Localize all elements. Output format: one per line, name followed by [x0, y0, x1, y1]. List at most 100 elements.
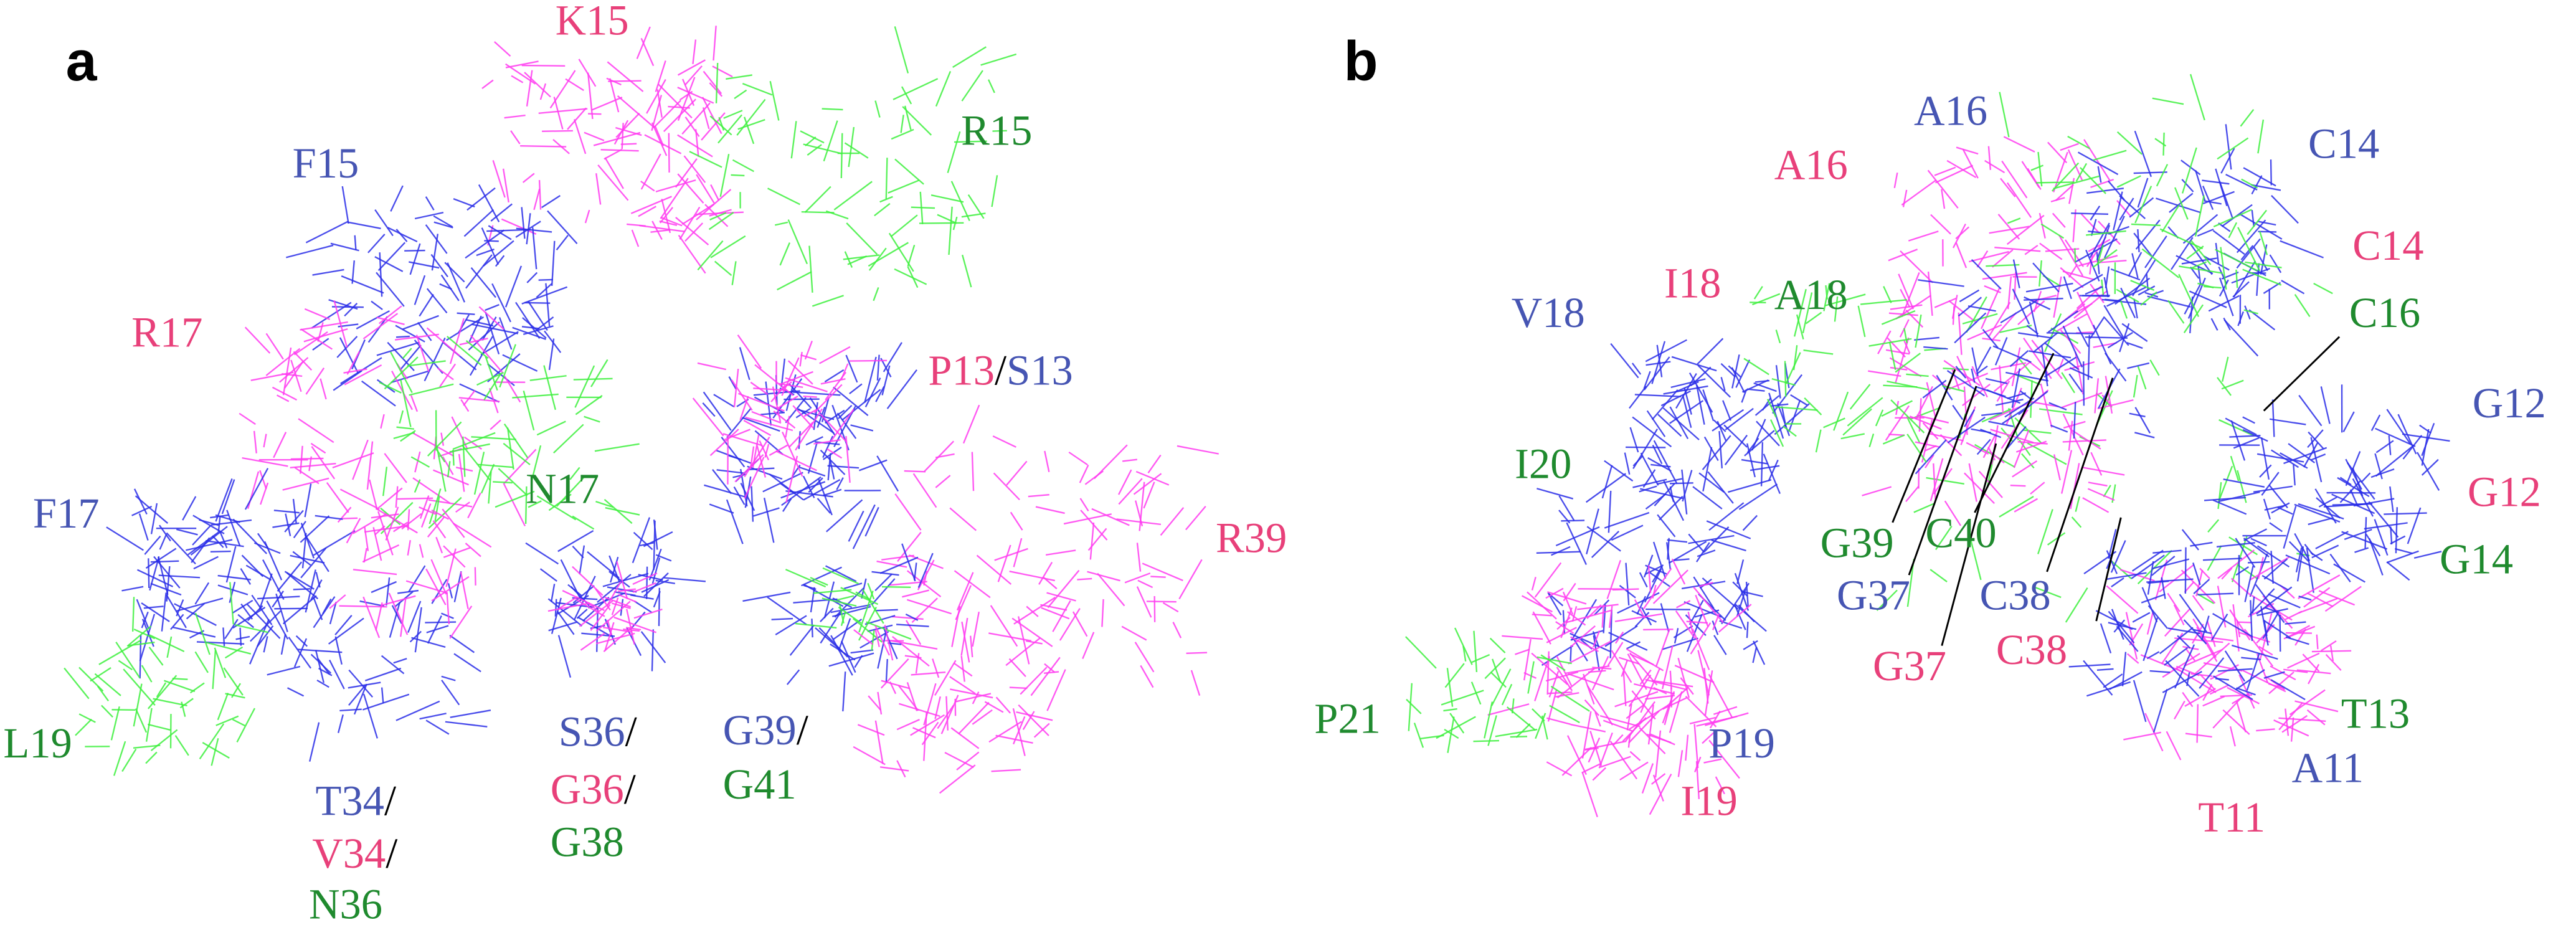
bond: [2179, 594, 2207, 633]
bond: [386, 577, 391, 606]
bond: [2339, 477, 2352, 486]
bond: [2222, 356, 2229, 382]
residue-label: P19: [1708, 719, 1775, 767]
bond: [210, 550, 231, 553]
bond: [2050, 197, 2065, 202]
bond: [543, 365, 556, 410]
bond: [490, 203, 513, 222]
bond: [2097, 166, 2102, 183]
bond: [2307, 429, 2324, 448]
bond: [425, 719, 450, 735]
residue-label: I19: [1680, 777, 1737, 824]
bond: [719, 154, 730, 197]
bond: [2116, 625, 2139, 652]
bond: [716, 450, 751, 464]
bond: [1847, 397, 1883, 427]
bond: [950, 727, 980, 749]
bond: [211, 738, 219, 766]
bond: [2285, 554, 2331, 575]
bond: [343, 517, 358, 519]
bond: [1680, 677, 1694, 695]
bond: [2390, 535, 2406, 545]
bond: [2402, 433, 2450, 442]
bond: [1535, 713, 1546, 739]
bond: [2210, 318, 2218, 331]
bond: [1955, 226, 1969, 240]
bond: [2256, 728, 2275, 732]
bond: [681, 102, 711, 135]
bond: [2324, 586, 2362, 612]
bond: [825, 409, 845, 424]
residue-label: A18: [1774, 271, 1848, 318]
bond: [2255, 586, 2293, 615]
bond: [1954, 312, 1987, 344]
bond: [1629, 653, 1654, 666]
bond: [2029, 301, 2039, 338]
bond: [1962, 149, 1979, 179]
bond: [503, 442, 531, 465]
bond: [595, 173, 602, 205]
bond: [2306, 709, 2326, 726]
bond: [1591, 531, 1620, 558]
bond: [1626, 648, 1664, 671]
bond: [2013, 430, 2030, 468]
bond: [1581, 711, 1592, 759]
bond: [550, 584, 556, 602]
bond: [1901, 272, 1920, 317]
bond: [1756, 420, 1780, 447]
bond: [2043, 356, 2077, 378]
bond: [658, 83, 693, 119]
bond: [430, 559, 447, 595]
bond: [303, 328, 348, 343]
bond: [2105, 376, 2113, 414]
bond: [646, 78, 666, 114]
bond: [651, 95, 663, 131]
bond: [385, 506, 399, 541]
bond: [521, 207, 526, 239]
bond: [407, 539, 411, 556]
bond: [1662, 691, 1675, 724]
bond: [2075, 163, 2088, 182]
bond: [511, 75, 524, 83]
bond: [2224, 650, 2246, 682]
bond: [348, 684, 366, 706]
bond: [1768, 459, 1779, 481]
bond: [1122, 458, 1137, 462]
bond: [2075, 238, 2118, 263]
bond: [2353, 498, 2395, 507]
bond: [2007, 217, 2021, 224]
bond: [148, 558, 150, 588]
bond: [864, 506, 879, 537]
bond: [315, 650, 324, 683]
bond: [446, 592, 450, 625]
bond: [498, 468, 528, 496]
bond: [617, 95, 655, 128]
bond: [1660, 390, 1691, 407]
bond: [805, 436, 823, 446]
bond: [539, 568, 557, 582]
bond: [1643, 371, 1651, 389]
bond: [971, 452, 975, 491]
bond: [432, 520, 447, 539]
bond: [384, 453, 407, 483]
bond: [1077, 577, 1092, 581]
bond: [2012, 288, 2030, 325]
bond: [1966, 296, 1987, 333]
bond: [2121, 323, 2148, 342]
bond: [480, 463, 495, 494]
bond: [713, 26, 717, 61]
bond: [1681, 469, 1688, 515]
bond: [1760, 442, 1764, 486]
bond: [1915, 439, 1947, 475]
bond: [591, 97, 623, 111]
bond: [1934, 164, 1973, 184]
bond: [988, 721, 1022, 743]
bond: [2053, 175, 2100, 189]
bond: [2058, 235, 2084, 277]
bond: [174, 735, 189, 756]
bond: [701, 112, 726, 141]
bond: [1670, 378, 1706, 389]
bond: [2243, 528, 2268, 541]
bond: [1969, 250, 2009, 263]
bond: [235, 635, 250, 640]
